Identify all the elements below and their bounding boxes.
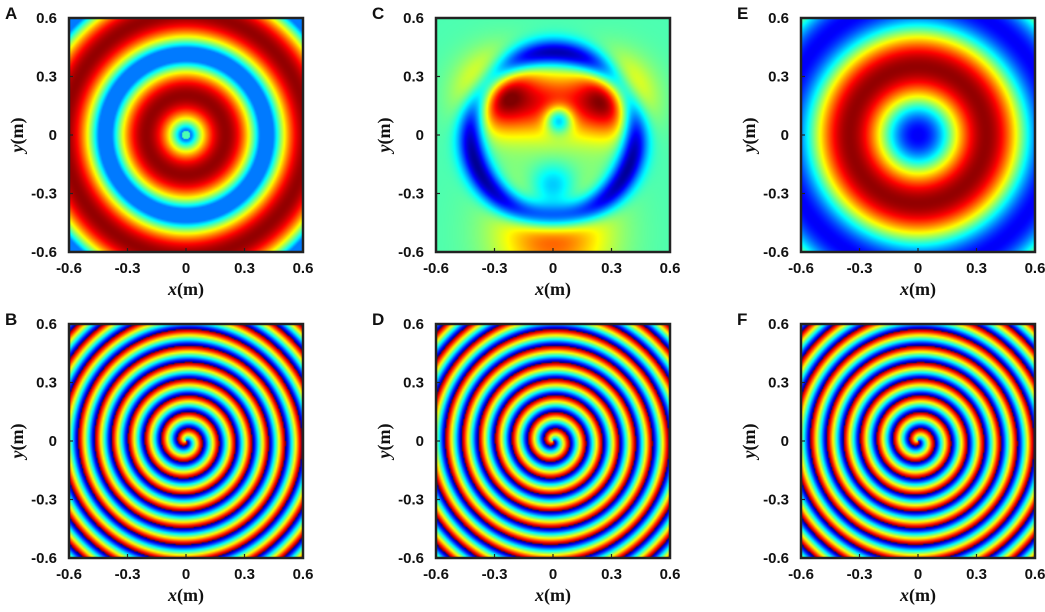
- x-tick-label: 0.3: [966, 566, 987, 583]
- y-tick-label: 0.6: [403, 316, 424, 333]
- y-tick-label: -0.6: [398, 550, 424, 567]
- heatmap-c: [436, 18, 670, 252]
- x-tick-label: -0.6: [423, 566, 449, 583]
- y-tick-label: 0: [416, 127, 424, 144]
- x-tick-label: 0: [914, 260, 922, 277]
- panel-c: C -0.6 -0.3 0 0.3 0.6 0.6 0.3 0 -0.3 -0.6 x(m) y(m): [372, 4, 680, 300]
- y-tick-label: -0.6: [763, 550, 789, 567]
- x-tick-label: -0.6: [56, 260, 82, 277]
- y-tick-label: 0.6: [768, 316, 789, 333]
- x-axis-label: x(m): [534, 279, 571, 300]
- x-axis-label: x(m): [167, 279, 204, 300]
- x-tick-label: -0.3: [115, 260, 141, 277]
- y-tick-label: -0.6: [398, 244, 424, 261]
- panel-f: F -0.6 -0.3 0 0.3 0.6 0.6 0.3 0 -0.3 -0.6 x(m) y(m): [737, 310, 1045, 606]
- panel-letter: E: [737, 4, 748, 23]
- x-tick-label: 0: [914, 566, 922, 583]
- y-tick-label: -0.6: [31, 550, 57, 567]
- x-axis-label: x(m): [899, 279, 936, 300]
- y-tick-label: -0.3: [763, 186, 789, 203]
- x-axis-label: x(m): [534, 585, 571, 606]
- heatmap-e: [801, 18, 1035, 252]
- x-tick-label: 0.6: [660, 566, 681, 583]
- panel-letter: C: [372, 4, 384, 23]
- x-tick-label: -0.3: [847, 566, 873, 583]
- y-axis-label: y(m): [374, 424, 395, 461]
- x-tick-label: 0.6: [1025, 566, 1045, 583]
- panel-letter: A: [5, 4, 17, 23]
- x-tick-label: -0.3: [482, 260, 508, 277]
- x-tick-label: -0.6: [788, 260, 814, 277]
- y-tick-label: -0.3: [398, 186, 424, 203]
- y-tick-label: 0.3: [768, 375, 789, 392]
- y-axis-label: y(m): [374, 118, 395, 155]
- heatmap-f: [801, 324, 1035, 558]
- x-tick-label: -0.3: [847, 260, 873, 277]
- x-tick-label: 0: [549, 260, 557, 277]
- y-tick-label: 0.6: [36, 10, 57, 27]
- y-tick-label: -0.3: [398, 492, 424, 509]
- y-tick-label: 0: [49, 433, 57, 450]
- panel-b: B -0.6 -0.3 0 0.3 0.6 0.6 0.3 0 -0.3 -0.6 x(m) y(m): [5, 310, 313, 606]
- x-tick-label: 0.6: [293, 566, 314, 583]
- y-axis-label: y(m): [739, 118, 760, 155]
- x-tick-label: -0.6: [56, 566, 82, 583]
- x-tick-label: -0.6: [423, 260, 449, 277]
- panel-a: A -0.6 -0.3 0 0.3 0.6 0.6 0.3 0 -0.3 -0.6 x(m) y(m): [5, 4, 313, 300]
- x-tick-label: 0.3: [234, 260, 255, 277]
- x-tick-label: 0.6: [293, 260, 314, 277]
- y-tick-label: 0.6: [768, 10, 789, 27]
- y-tick-label: 0.3: [36, 375, 57, 392]
- panel-letter: D: [372, 310, 384, 329]
- x-axis-label: x(m): [167, 585, 204, 606]
- y-tick-label: 0.3: [36, 69, 57, 86]
- x-tick-label: 0: [182, 566, 190, 583]
- x-tick-label: 0: [182, 260, 190, 277]
- panel-e: E -0.6 -0.3 0 0.3 0.6 0.6 0.3 0 -0.3 -0.6 x(m) y(m): [737, 4, 1045, 300]
- y-axis-label: y(m): [739, 424, 760, 461]
- y-tick-label: -0.3: [31, 492, 57, 509]
- y-tick-label: 0.6: [403, 10, 424, 27]
- y-tick-label: 0: [781, 127, 789, 144]
- x-tick-label: -0.6: [788, 566, 814, 583]
- y-tick-label: 0.3: [403, 375, 424, 392]
- x-tick-label: 0.3: [966, 260, 987, 277]
- x-tick-label: 0.3: [601, 260, 622, 277]
- heatmap-a: [69, 18, 303, 252]
- heatmap-d: [436, 324, 670, 558]
- heatmap-b: [69, 324, 303, 558]
- x-tick-label: 0.3: [234, 566, 255, 583]
- x-tick-label: 0.6: [1025, 260, 1045, 277]
- panel-letter: B: [5, 310, 17, 329]
- y-tick-label: -0.3: [763, 492, 789, 509]
- y-tick-label: 0: [416, 433, 424, 450]
- y-axis-label: y(m): [7, 118, 28, 155]
- y-tick-label: -0.6: [763, 244, 789, 261]
- x-tick-label: 0: [549, 566, 557, 583]
- x-tick-label: 0.3: [601, 566, 622, 583]
- y-tick-label: 0: [781, 433, 789, 450]
- panel-letter: F: [737, 310, 747, 329]
- y-tick-label: 0.3: [768, 69, 789, 86]
- x-tick-label: -0.3: [115, 566, 141, 583]
- y-tick-label: 0: [49, 127, 57, 144]
- x-axis-label: x(m): [899, 585, 936, 606]
- y-axis-label: y(m): [7, 424, 28, 461]
- y-tick-label: 0.3: [403, 69, 424, 86]
- panel-d: D -0.6 -0.3 0 0.3 0.6 0.6 0.3 0 -0.3 -0.6 x(m) y(m): [372, 310, 680, 606]
- x-tick-label: 0.6: [660, 260, 681, 277]
- y-tick-label: -0.3: [31, 186, 57, 203]
- x-tick-label: -0.3: [482, 566, 508, 583]
- y-tick-label: -0.6: [31, 244, 57, 261]
- y-tick-label: 0.6: [36, 316, 57, 333]
